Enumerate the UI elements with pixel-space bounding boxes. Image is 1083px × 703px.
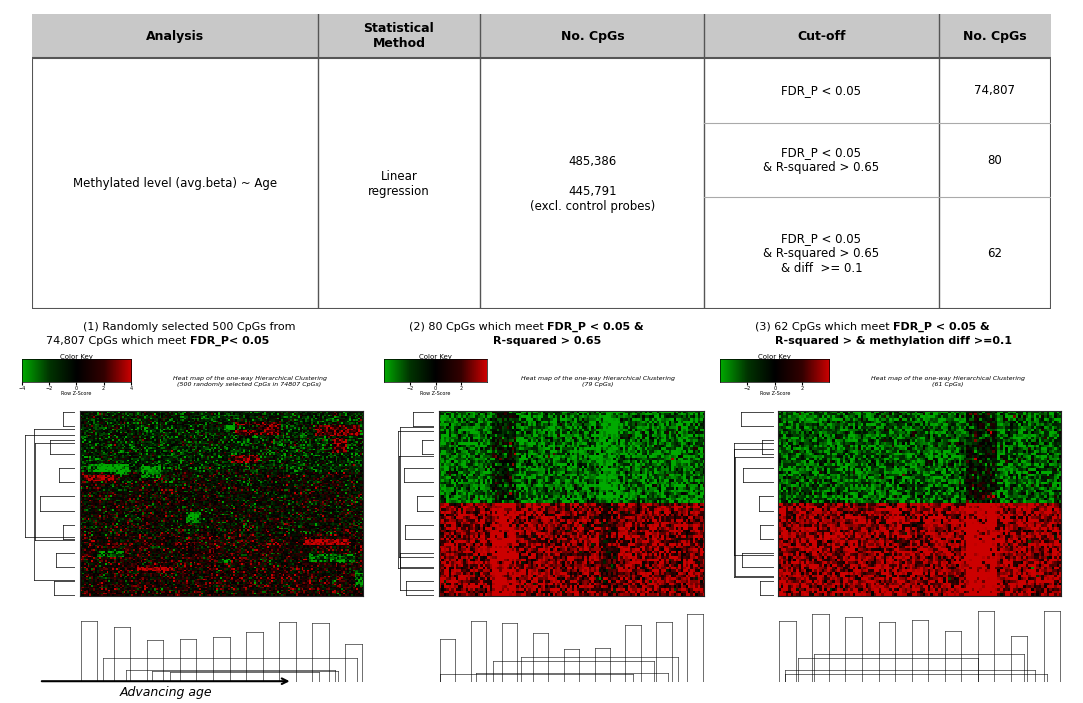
Text: R-squared > & methylation diff >=0.1: R-squared > & methylation diff >=0.1 — [775, 336, 1012, 346]
Text: Methylated level (avg.beta) ~ Age: Methylated level (avg.beta) ~ Age — [73, 177, 277, 191]
Text: Cut-off: Cut-off — [797, 30, 846, 43]
Text: Statistical
Method: Statistical Method — [364, 22, 434, 50]
Text: (3) 62 CpGs which meet: (3) 62 CpGs which meet — [755, 322, 893, 332]
Text: Linear
regression: Linear regression — [368, 170, 430, 198]
Text: Color Key: Color Key — [758, 354, 792, 361]
Text: No. CpGs: No. CpGs — [963, 30, 1027, 43]
Text: (2) 80 CpGs which meet: (2) 80 CpGs which meet — [408, 322, 547, 332]
Text: Row Z-Score: Row Z-Score — [759, 391, 790, 396]
Bar — [32, 14, 1051, 58]
Text: Advancing age: Advancing age — [119, 687, 212, 699]
Text: 485,386

445,791
(excl. control probes): 485,386 445,791 (excl. control probes) — [530, 155, 655, 213]
Text: Heat map of the one-way Hierarchical Clustering
(61 CpGs): Heat map of the one-way Hierarchical Clu… — [871, 376, 1025, 387]
Text: (1) Randomly selected 500 CpGs from: (1) Randomly selected 500 CpGs from — [83, 322, 296, 332]
Text: No. CpGs: No. CpGs — [561, 30, 624, 43]
Text: Heat map of the one-way Hierarchical Clustering
(500 randomly selected CpGs in 7: Heat map of the one-way Hierarchical Clu… — [172, 376, 326, 387]
Text: R-squared > 0.65: R-squared > 0.65 — [493, 336, 601, 346]
Text: Analysis: Analysis — [146, 30, 204, 43]
Text: FDR_P < 0.05
& R-squared > 0.65
& diff  >= 0.1: FDR_P < 0.05 & R-squared > 0.65 & diff >… — [764, 232, 879, 275]
Text: FDR_P < 0.05: FDR_P < 0.05 — [782, 84, 861, 97]
Text: 80: 80 — [987, 154, 1002, 167]
Text: 62: 62 — [987, 247, 1002, 259]
Text: Color Key: Color Key — [60, 354, 93, 361]
Text: Heat map of the one-way Hierarchical Clustering
(79 CpGs): Heat map of the one-way Hierarchical Clu… — [521, 376, 675, 387]
Text: FDR_P< 0.05: FDR_P< 0.05 — [190, 336, 269, 346]
Text: 74,807 CpGs which meet: 74,807 CpGs which meet — [45, 336, 190, 346]
Text: Row Z-Score: Row Z-Score — [420, 391, 451, 396]
Text: FDR_P < 0.05
& R-squared > 0.65: FDR_P < 0.05 & R-squared > 0.65 — [764, 146, 879, 174]
Text: FDR_P < 0.05 &: FDR_P < 0.05 & — [547, 322, 643, 332]
Text: Row Z-Score: Row Z-Score — [61, 391, 91, 396]
Text: Color Key: Color Key — [419, 354, 452, 361]
Text: 74,807: 74,807 — [974, 84, 1015, 97]
Text: FDR_P < 0.05 &: FDR_P < 0.05 & — [893, 322, 990, 332]
